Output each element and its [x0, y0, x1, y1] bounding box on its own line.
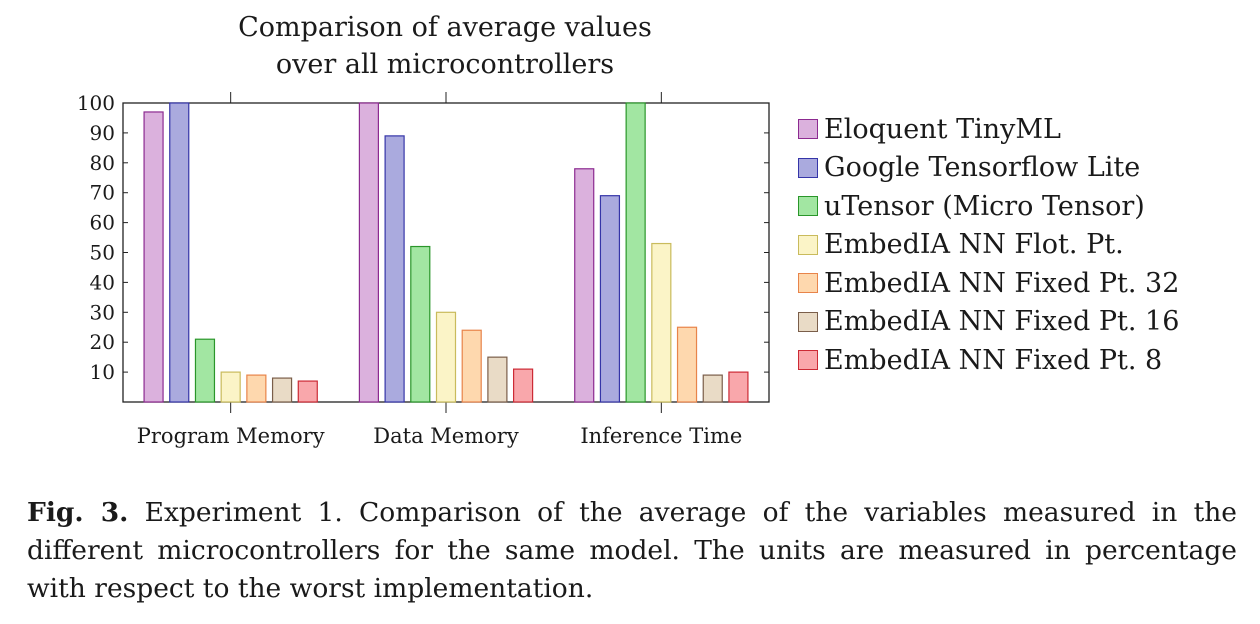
bar [461, 329, 482, 403]
bar [574, 168, 595, 403]
legend-label: EmbedIA NN Fixed Pt. 8 [824, 344, 1163, 376]
y-tick-label: 20 [90, 330, 115, 354]
legend-label: EmbedIA NN Flot. Pt. [824, 229, 1124, 261]
legend-item: EmbedIA NN Fixed Pt. 32 [798, 264, 1179, 303]
bar [435, 311, 457, 403]
legend-item: Eloquent TinyML [798, 110, 1179, 149]
legend-label: EmbedIA NN Fixed Pt. 16 [824, 306, 1180, 338]
legend-label: EmbedIA NN Fixed Pt. 32 [824, 267, 1180, 299]
y-tick-label: 70 [90, 181, 115, 205]
legend-item: EmbedIA NN Fixed Pt. 8 [798, 341, 1179, 380]
bar [384, 135, 405, 403]
y-tick-label: 30 [90, 300, 115, 324]
legend-swatch [798, 311, 818, 332]
bar [169, 102, 190, 403]
legend-swatch [798, 350, 818, 371]
legend-swatch [798, 119, 818, 140]
bar [143, 111, 164, 403]
category-label: Inference Time [580, 424, 742, 448]
legend-label: uTensor (Micro Tensor) [824, 190, 1145, 222]
category-label: Program Memory [137, 424, 325, 448]
legend-swatch [798, 234, 818, 255]
legend-swatch [798, 157, 818, 178]
bar [410, 245, 431, 403]
chart-legend: Eloquent TinyML Google Tensorflow Lite uTe… [798, 110, 1179, 380]
bar [246, 374, 267, 403]
legend-item: uTensor (Micro Tensor) [798, 187, 1179, 226]
y-tick-label: 50 [90, 241, 115, 265]
y-tick-label: 100 [77, 91, 115, 115]
caption-text: Experiment 1. Comparison of the average … [27, 497, 1237, 604]
legend-item: Google Tensorflow Lite [798, 149, 1179, 188]
y-tick-label: 90 [90, 121, 115, 145]
y-tick-label: 60 [90, 211, 115, 235]
legend-label: Eloquent TinyML [824, 113, 1061, 145]
y-tick-label: 80 [90, 151, 115, 175]
legend-swatch [798, 273, 818, 294]
bar [487, 356, 508, 403]
bar [271, 377, 293, 403]
bar [297, 380, 318, 403]
bar [194, 338, 216, 403]
chart-title-line-1: Comparison of average values [238, 12, 652, 43]
y-tick-label: 40 [90, 270, 115, 294]
bar [651, 242, 672, 403]
bar [220, 371, 241, 403]
chart-title-line-2: over all microcontrollers [275, 49, 615, 80]
legend-item: EmbedIA NN Fixed Pt. 16 [798, 303, 1179, 342]
legend-item: EmbedIA NN Flot. Pt. [798, 226, 1179, 265]
bar [625, 102, 646, 403]
category-label: Data Memory [373, 424, 519, 448]
bar [358, 102, 379, 403]
bar [599, 195, 621, 403]
bar-chart: 10 20 30 40 50 60 70 80 90 100 Program Memory Data … [77, 91, 770, 448]
bar [702, 374, 723, 403]
y-tick-label: 10 [90, 360, 115, 384]
bar [728, 371, 749, 403]
bar [676, 326, 698, 403]
legend-swatch [798, 196, 818, 217]
figure-caption: Fig. 3. Experiment 1. Comparison of the … [27, 494, 1237, 608]
caption-label: Fig. 3. [27, 497, 129, 528]
legend-label: Google Tensorflow Lite [824, 152, 1141, 184]
bar [512, 368, 534, 403]
